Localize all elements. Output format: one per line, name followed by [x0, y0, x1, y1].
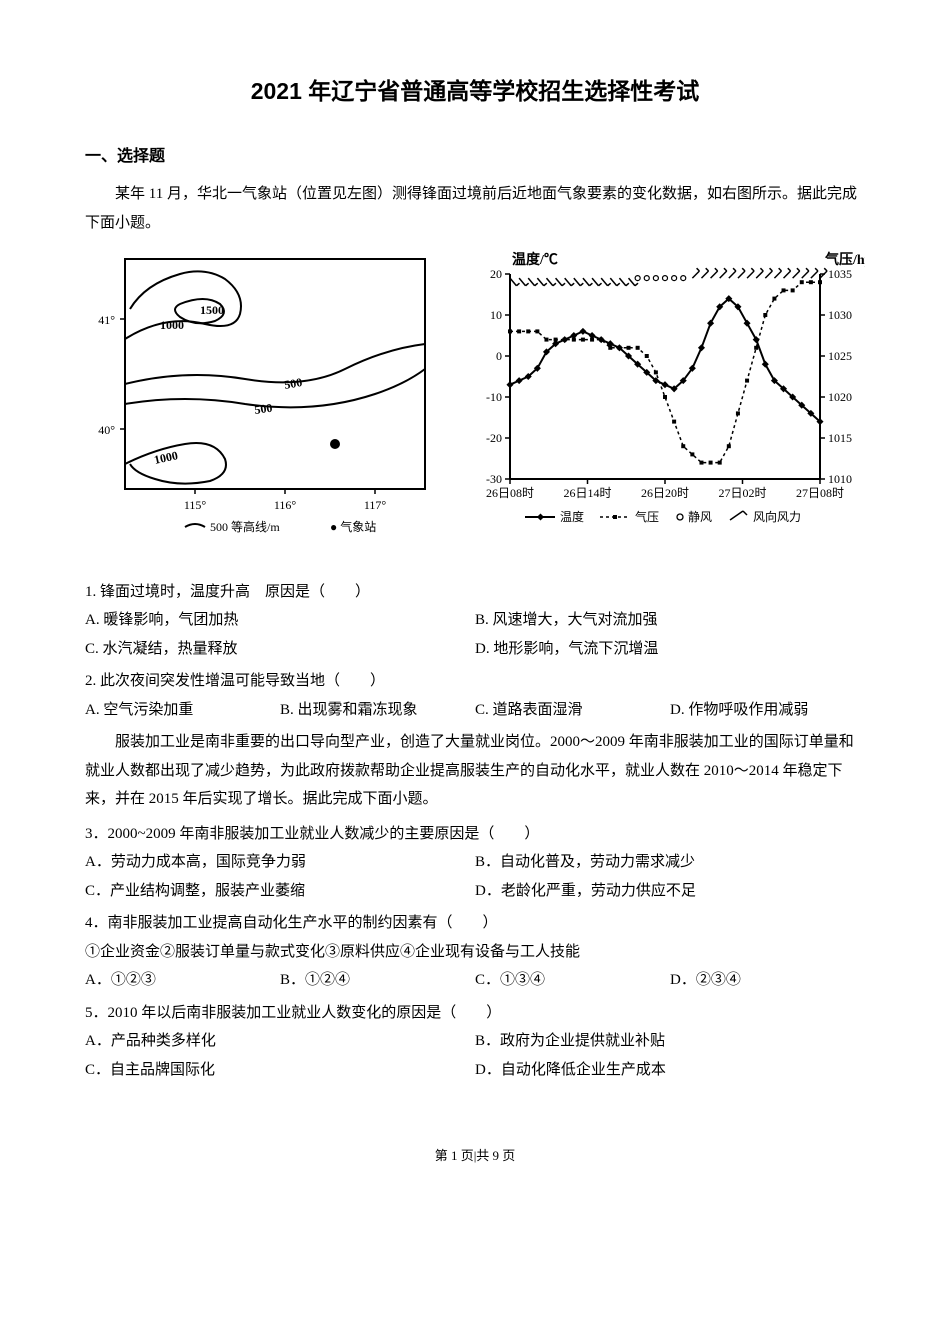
q1-opt-a: A. 暖锋影响，气团加热 — [85, 606, 475, 635]
question-3: 3．2000~2009 年南非服装加工业就业人数减少的主要原因是（ ） A．劳动… — [85, 820, 865, 906]
contour-map: 41° 40° 115° 116° 117° 1000 1500 500 500… — [85, 249, 455, 550]
q4-opt-a: A．①②③ — [85, 966, 280, 995]
q3-opt-c: C．产业结构调整，服装产业萎缩 — [85, 877, 475, 906]
contour-1500: 1500 — [200, 303, 224, 317]
legend-station: ● 气象站 — [330, 519, 376, 534]
q5-opt-c: C．自主品牌国际化 — [85, 1056, 475, 1085]
svg-text:26日14时: 26日14时 — [563, 486, 611, 500]
q5-opt-b: B．政府为企业提供就业补贴 — [475, 1027, 865, 1056]
q4-opt-c: C．①③④ — [475, 966, 670, 995]
section-heading: 一、选择题 — [85, 142, 865, 172]
svg-text:气压/hpa: 气压/hpa — [824, 251, 865, 268]
q1-opt-d: D. 地形影响，气流下沉增温 — [475, 635, 865, 664]
figure-row: 41° 40° 115° 116° 117° 1000 1500 500 500… — [85, 249, 865, 550]
q4-stem: 4．南非服装加工业提高自动化生产水平的制约因素有（ ） — [85, 909, 865, 938]
q3-opt-a: A．劳动力成本高，国际竞争力弱 — [85, 848, 475, 877]
q5-opt-a: A．产品种类多样化 — [85, 1027, 475, 1056]
svg-text:-10: -10 — [486, 390, 502, 404]
q2-opt-c: C. 道路表面湿滑 — [475, 696, 670, 725]
q5-stem: 5．2010 年以后南非服装加工业就业人数变化的原因是（ ） — [85, 999, 865, 1028]
lon-label-115: 115° — [184, 498, 207, 512]
svg-text:0: 0 — [496, 349, 502, 363]
q3-stem: 3．2000~2009 年南非服装加工业就业人数减少的主要原因是（ ） — [85, 820, 865, 849]
q4-sub: ①企业资金②服装订单量与款式变化③原料供应④企业现有设备与工人技能 — [85, 938, 865, 967]
question-5: 5．2010 年以后南非服装加工业就业人数变化的原因是（ ） A．产品种类多样化… — [85, 999, 865, 1085]
svg-text:静风: 静风 — [688, 510, 712, 524]
q2-opt-a: A. 空气污染加重 — [85, 696, 280, 725]
svg-text:气压: 气压 — [635, 509, 659, 524]
lat-label-41: 41° — [98, 313, 115, 327]
q5-opt-d: D．自动化降低企业生产成本 — [475, 1056, 865, 1085]
q3-opt-d: D．老龄化严重，劳动力供应不足 — [475, 877, 865, 906]
svg-text:1015: 1015 — [828, 431, 852, 445]
svg-text:20: 20 — [490, 267, 502, 281]
q2-opt-b: B. 出现雾和霜冻现象 — [280, 696, 475, 725]
svg-text:26日08时: 26日08时 — [486, 486, 534, 500]
svg-text:26日20时: 26日20时 — [641, 486, 689, 500]
svg-text:1035: 1035 — [828, 267, 852, 281]
page-title: 2021 年辽宁省普通高等学校招生选择性考试 — [85, 70, 865, 114]
intro-paragraph-2: 服装加工业是南非重要的出口导向型产业，创造了大量就业岗位。2000～2009 年… — [85, 728, 865, 814]
svg-text:1010: 1010 — [828, 472, 852, 486]
q2-opt-d: D. 作物呼吸作用减弱 — [670, 696, 865, 725]
svg-text:27日08时: 27日08时 — [796, 486, 844, 500]
svg-text:27日02时: 27日02时 — [718, 486, 766, 500]
intro-paragraph-1: 某年 11 月，华北一气象站（位置见左图）测得锋面过境前后近地面气象要素的变化数… — [85, 180, 865, 237]
svg-text:温度/℃: 温度/℃ — [512, 251, 558, 268]
question-4: 4．南非服装加工业提高自动化生产水平的制约因素有（ ） ①企业资金②服装订单量与… — [85, 909, 865, 995]
legend-contour: 500 等高线/m — [210, 519, 280, 534]
lat-label-40: 40° — [98, 423, 115, 437]
svg-text:风向风力: 风向风力 — [753, 509, 801, 524]
svg-text:1025: 1025 — [828, 349, 852, 363]
svg-text:10: 10 — [490, 308, 502, 322]
q2-stem: 2. 此次夜间突发性增温可能导致当地（ ） — [85, 667, 865, 696]
weather-chart: 温度/℃ 气压/hpa 20 10 0 -10 -20 -30 1035 1030 1025 1020… — [465, 249, 865, 550]
svg-text:1030: 1030 — [828, 308, 852, 322]
question-1: 1. 锋面过境时，温度升高 原因是（ ） A. 暖锋影响，气团加热 B. 风速增… — [85, 578, 865, 664]
q1-opt-b: B. 风速增大，大气对流加强 — [475, 606, 865, 635]
q1-opt-c: C. 水汽凝结，热量释放 — [85, 635, 475, 664]
svg-text:-20: -20 — [486, 431, 502, 445]
contour-1000-a: 1000 — [160, 318, 184, 332]
contour-500-b: 500 — [253, 401, 273, 417]
svg-text:-30: -30 — [486, 472, 502, 486]
svg-text:温度: 温度 — [560, 509, 584, 524]
page-footer: 第 1 页|共 9 页 — [85, 1144, 865, 1169]
lon-label-117: 117° — [364, 498, 387, 512]
q4-opt-d: D．②③④ — [670, 966, 865, 995]
question-2: 2. 此次夜间突发性增温可能导致当地（ ） A. 空气污染加重 B. 出现雾和霜… — [85, 667, 865, 724]
lon-label-116: 116° — [274, 498, 297, 512]
q3-opt-b: B．自动化普及，劳动力需求减少 — [475, 848, 865, 877]
q4-opt-b: B．①②④ — [280, 966, 475, 995]
q1-stem: 1. 锋面过境时，温度升高 原因是（ ） — [85, 578, 865, 607]
svg-text:1020: 1020 — [828, 390, 852, 404]
